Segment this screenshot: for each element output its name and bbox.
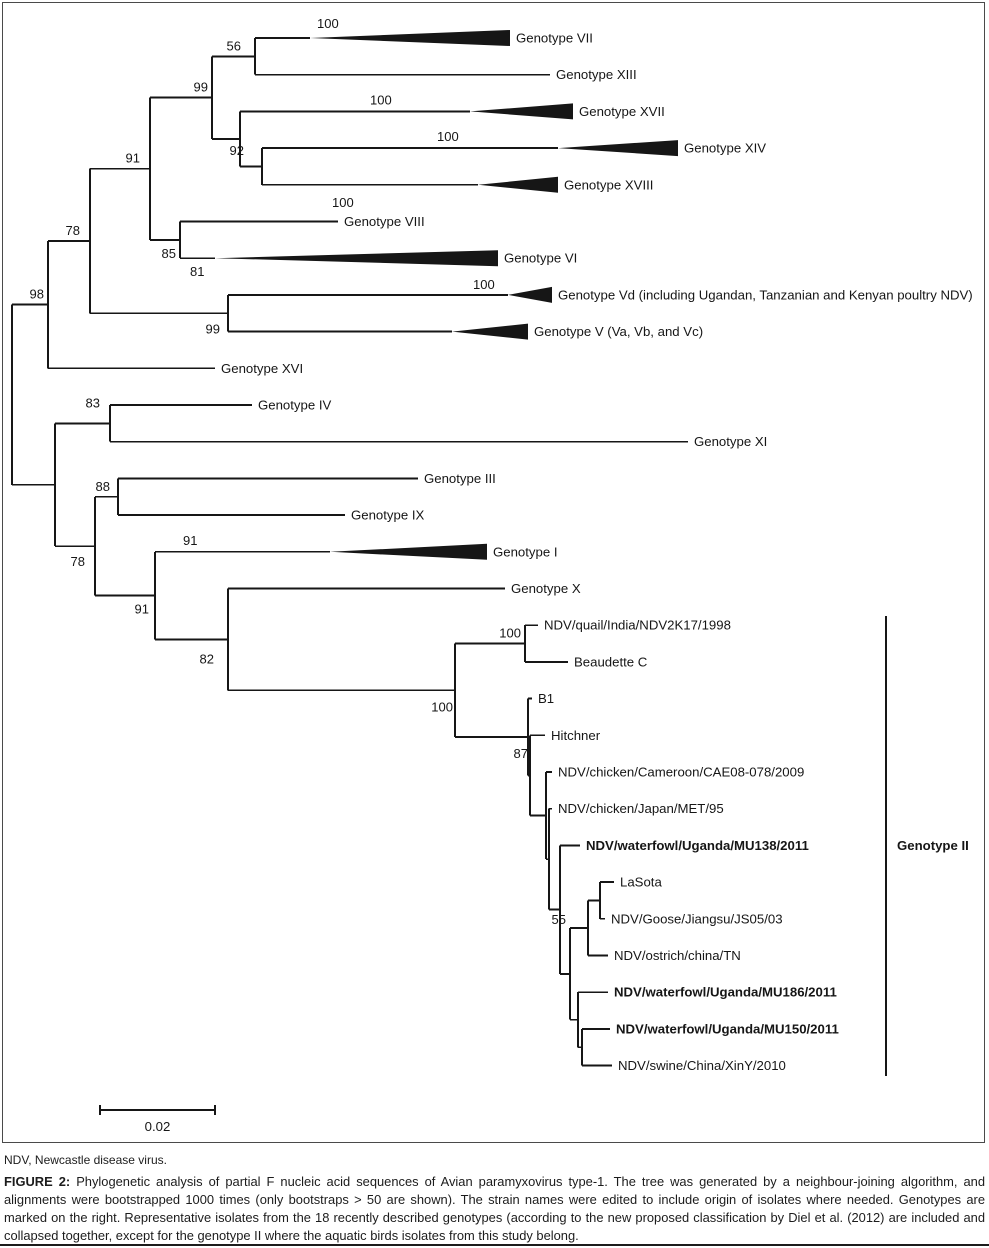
- bootstrap-value: 100: [499, 626, 521, 641]
- tip-label: NDV/Goose/Jiangsu/JS05/03: [611, 911, 783, 926]
- collapsed-clade-triangle: [215, 250, 498, 267]
- tip-label: Genotype VIII: [344, 214, 425, 229]
- bootstrap-value: 100: [370, 92, 392, 107]
- collapsed-clade-triangle: [508, 286, 552, 303]
- bootstrap-value: 91: [126, 151, 140, 166]
- tip-label: NDV/swine/China/XinY/2010: [618, 1058, 786, 1073]
- collapsed-clade-triangle: [478, 176, 558, 193]
- bootstrap-value: 100: [431, 699, 453, 714]
- tip-label: NDV/ostrich/china/TN: [614, 948, 741, 963]
- bootstrap-value: 55: [552, 912, 566, 927]
- bootstrap-value: 88: [96, 479, 110, 494]
- tip-label: Genotype XI: [694, 434, 767, 449]
- figure-border: [2, 2, 985, 1143]
- figure-caption-label: FIGURE 2:: [4, 1174, 71, 1189]
- tip-label: Genotype XVI: [221, 361, 303, 376]
- bootstrap-value: 78: [71, 554, 85, 569]
- collapsed-clade-triangle: [330, 543, 487, 560]
- tip-label: Genotype I: [493, 544, 558, 559]
- bootstrap-value: 56: [227, 38, 241, 53]
- bootstrap-value: 98: [30, 287, 44, 302]
- tip-label: Genotype XIV: [684, 141, 766, 156]
- bootstrap-value: 82: [200, 651, 214, 666]
- tip-label: Genotype XIII: [556, 67, 637, 82]
- bootstrap-value: 83: [86, 395, 100, 410]
- tip-label: Genotype XVII: [579, 104, 665, 119]
- phylogenetic-tree: Genotype VII 100 Genotype XIII 56 Genotype X…: [2, 2, 985, 1143]
- bootstrap-value: 100: [332, 195, 354, 210]
- genotype-ii-label: Genotype II: [897, 838, 969, 853]
- tip-label: NDV/chicken/Cameroon/CAE08-078/2009: [558, 765, 804, 780]
- bootstrap-value: 85: [162, 246, 176, 261]
- tip-label: Genotype VI: [504, 251, 577, 266]
- tip-label: Genotype V (Va, Vb, and Vc): [534, 324, 703, 339]
- bootstrap-value: 81: [190, 264, 204, 279]
- tip-label: LaSota: [620, 875, 662, 890]
- collapsed-clade-triangle: [310, 30, 510, 46]
- bootstrap-value: 92: [230, 143, 244, 158]
- bootstrap-value: 87: [514, 746, 528, 761]
- tip-label: Genotype XVIII: [564, 177, 653, 192]
- scale-bar-label: 0.02: [145, 1119, 171, 1134]
- collapsed-clade-triangle: [470, 103, 573, 120]
- tip-label: Genotype IV: [258, 398, 332, 413]
- figure-caption: FIGURE 2: Phylogenetic analysis of parti…: [4, 1173, 985, 1245]
- bootstrap-value: 100: [317, 16, 339, 31]
- tip-label: Genotype X: [511, 581, 581, 596]
- bottom-rule: [0, 1244, 989, 1246]
- figure-footnote: NDV, Newcastle disease virus.: [4, 1153, 167, 1167]
- tip-label: Genotype III: [424, 471, 496, 486]
- tip-label: NDV/chicken/Japan/MET/95: [558, 801, 724, 816]
- bootstrap-value: 91: [183, 533, 197, 548]
- tip-label: NDV/waterfowl/Uganda/MU138/2011: [586, 838, 809, 853]
- tip-label: B1: [538, 691, 554, 706]
- collapsed-clade-triangle: [558, 140, 678, 157]
- tip-label: NDV/waterfowl/Uganda/MU150/2011: [616, 1021, 839, 1036]
- bootstrap-value: 99: [206, 321, 220, 336]
- bootstrap-value: 91: [135, 602, 149, 617]
- figure-caption-text: Phylogenetic analysis of partial F nucle…: [4, 1174, 985, 1244]
- tip-label: NDV/waterfowl/Uganda/MU186/2011: [614, 985, 837, 1000]
- bootstrap-value: 99: [194, 80, 208, 95]
- tip-label: Beaudette C: [574, 654, 648, 669]
- tip-label: Genotype VII: [516, 31, 593, 46]
- tip-label: Genotype IX: [351, 508, 425, 523]
- bootstrap-value: 100: [473, 277, 495, 292]
- collapsed-clade-triangle: [452, 323, 528, 340]
- tip-label: Genotype Vd (including Ugandan, Tanzania…: [558, 287, 973, 302]
- bootstrap-value: 100: [437, 129, 459, 144]
- tip-label: NDV/quail/India/NDV2K17/1998: [544, 618, 731, 633]
- tip-label: Hitchner: [551, 728, 601, 743]
- bootstrap-value: 78: [66, 223, 80, 238]
